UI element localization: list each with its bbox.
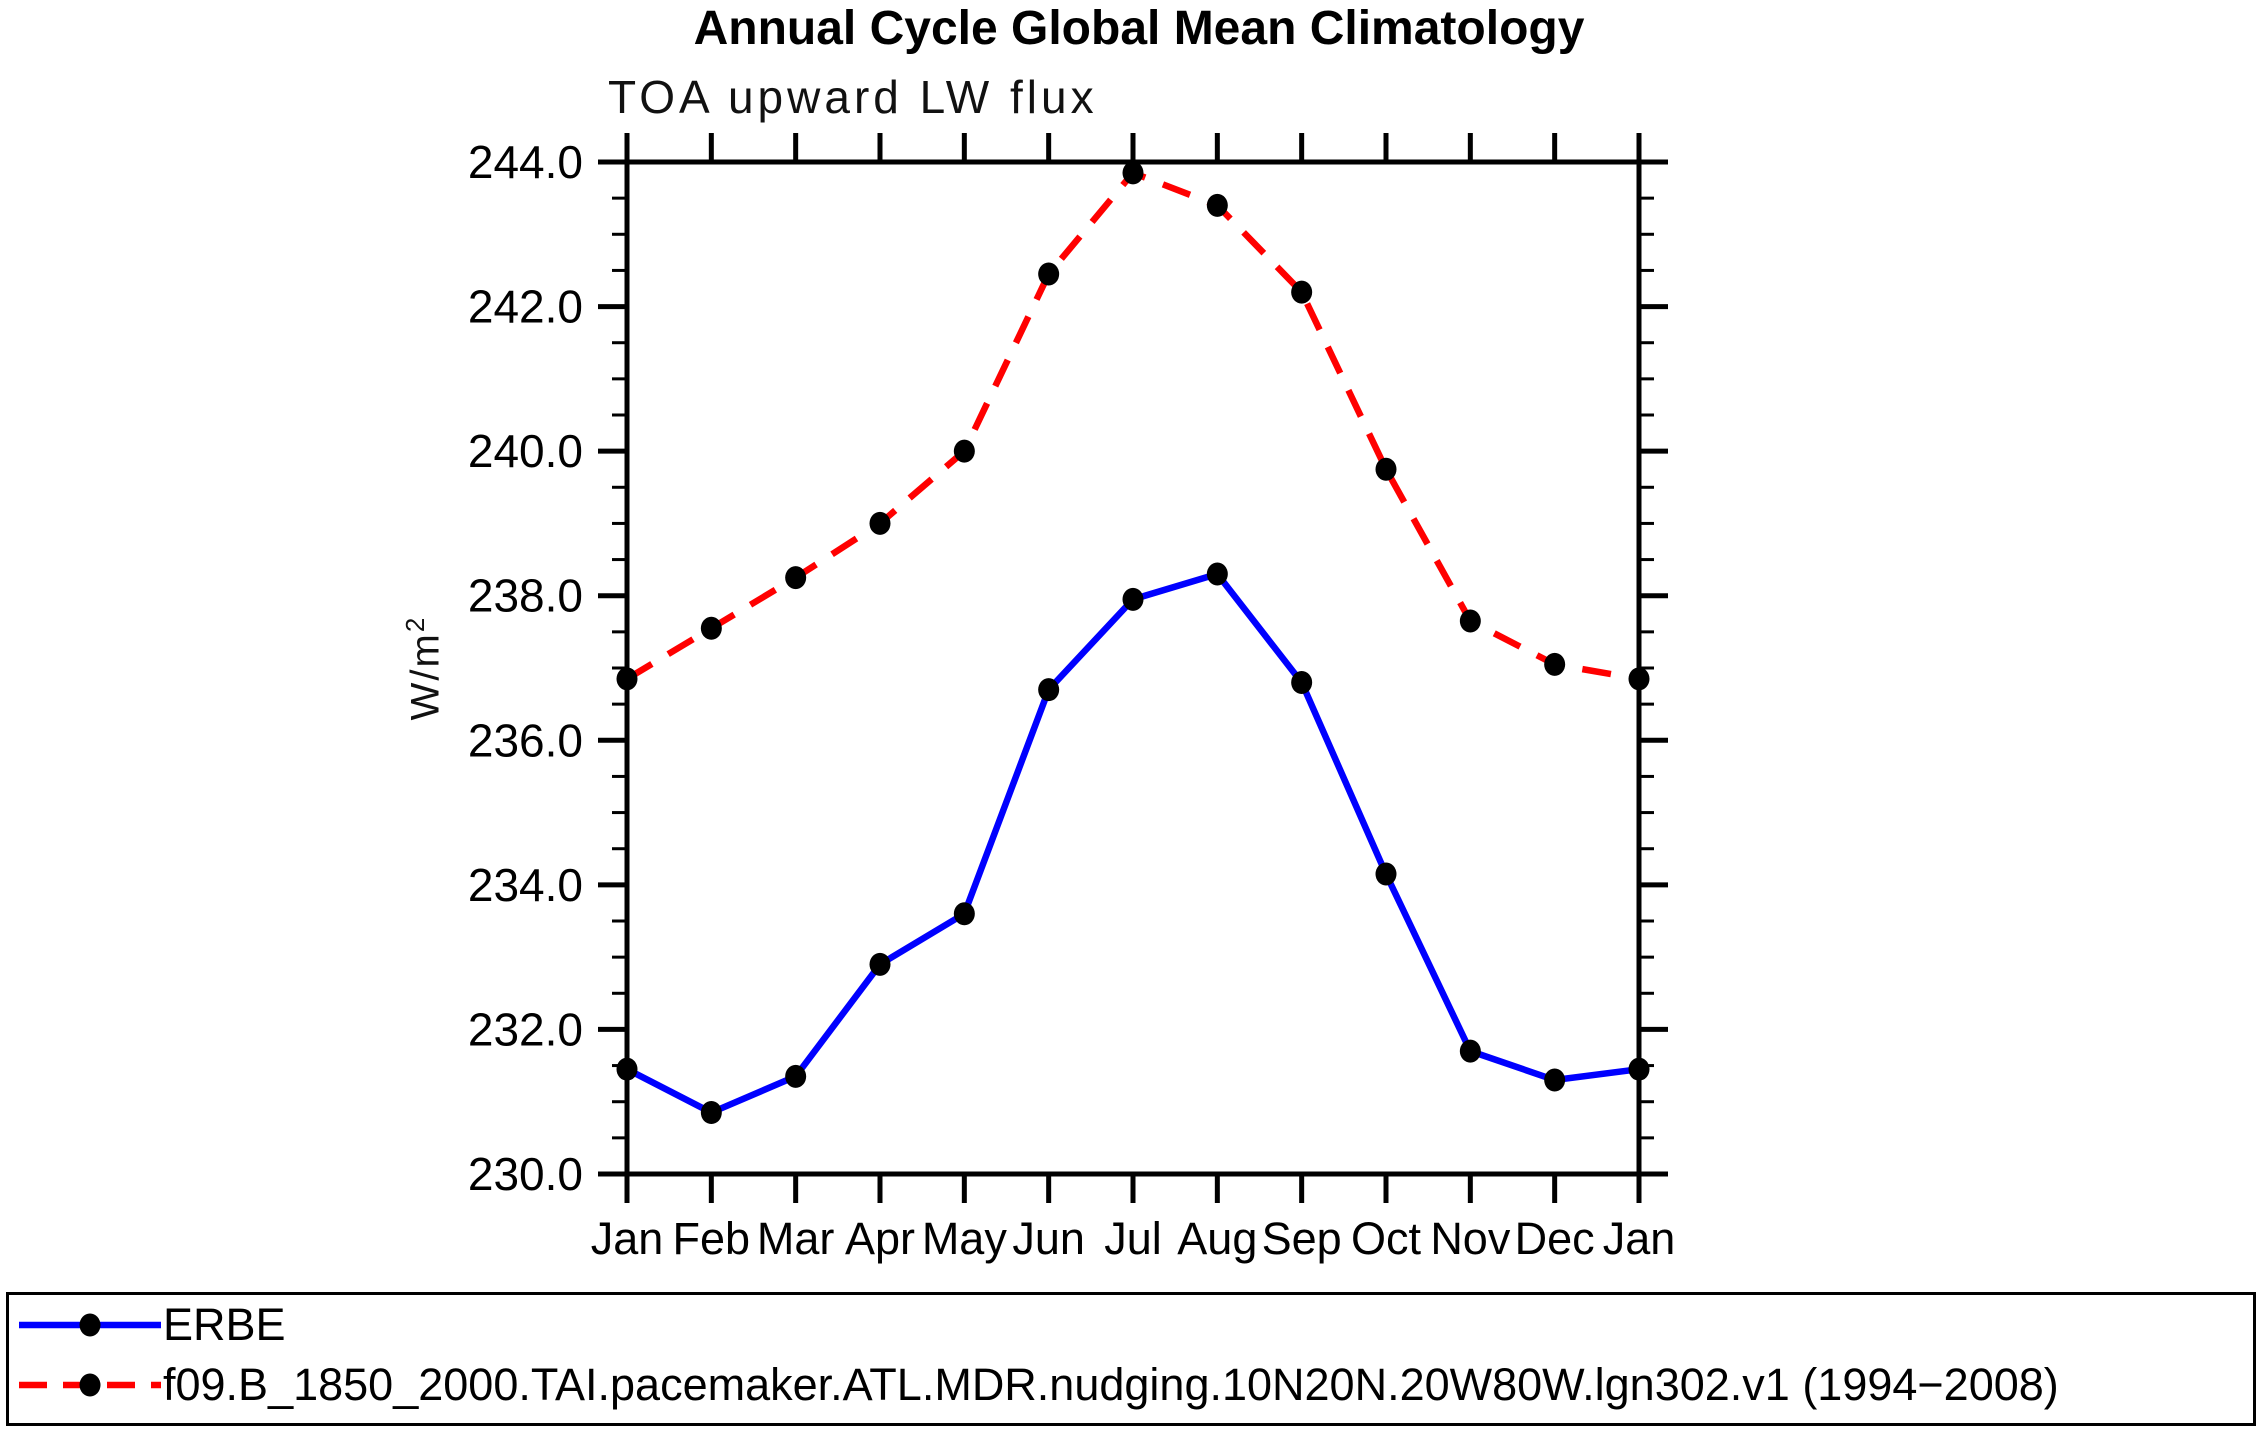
data-point-marker xyxy=(1375,862,1397,886)
x-tick-label: Mar xyxy=(757,1213,835,1264)
x-tick-label: Sep xyxy=(1262,1213,1342,1264)
y-tick-label: 232.0 xyxy=(468,1003,583,1055)
data-point-marker xyxy=(616,1057,638,1081)
data-point-marker xyxy=(1628,667,1650,691)
data-point-marker xyxy=(1206,193,1228,217)
y-tick-label: 244.0 xyxy=(468,136,583,188)
model-sample-marker-icon xyxy=(79,1373,101,1397)
legend-label-model: f09.B_1850_2000.TAI.pacemaker.ATL.MDR.nu… xyxy=(163,1359,2059,1410)
series-line xyxy=(625,570,1640,1116)
data-point-marker xyxy=(869,952,891,976)
data-point-marker xyxy=(1122,587,1144,611)
x-tick-label: Jan xyxy=(1603,1213,1676,1264)
x-tick-label: Aug xyxy=(1177,1213,1257,1264)
chart-title: Annual Cycle Global Mean Climatology xyxy=(693,2,1585,55)
data-point-marker xyxy=(953,902,975,926)
data-point-marker xyxy=(1038,678,1060,702)
erbe-sample-marker-icon xyxy=(79,1313,101,1337)
data-point-marker xyxy=(1038,262,1060,286)
data-point-marker xyxy=(700,1101,722,1125)
data-point-marker xyxy=(785,1064,807,1088)
data-point-marker xyxy=(869,511,891,535)
data-point-marker xyxy=(1459,1039,1481,1063)
x-tick-label: Feb xyxy=(673,1213,751,1264)
data-point-marker xyxy=(1459,609,1481,633)
data-point-marker xyxy=(616,667,638,691)
chart-subtitle: TOA upward LW flux xyxy=(608,71,1098,123)
legend-label-erbe: ERBE xyxy=(163,1299,286,1350)
y-tick-label: 230.0 xyxy=(468,1148,583,1200)
y-tick-label: 234.0 xyxy=(468,859,583,911)
y-tick-label: 242.0 xyxy=(468,281,583,333)
y-tick-label: 240.0 xyxy=(468,425,583,477)
x-tick-label: Jan xyxy=(591,1213,664,1264)
data-point-marker xyxy=(1291,280,1313,304)
model-line-sample-icon xyxy=(19,1373,161,1397)
y-tick-label: 236.0 xyxy=(468,714,583,766)
x-tick-label: Oct xyxy=(1351,1213,1422,1264)
x-tick-label: Jun xyxy=(1012,1213,1085,1264)
x-tick-label: May xyxy=(922,1213,1008,1264)
x-tick-label: Apr xyxy=(845,1213,915,1264)
data-point-marker xyxy=(785,566,807,590)
data-point-marker xyxy=(1206,562,1228,586)
x-tick-label: Jul xyxy=(1104,1213,1162,1264)
erbe-line-sample-icon xyxy=(19,1313,161,1337)
y-tick-label: 238.0 xyxy=(468,570,583,622)
data-point-marker xyxy=(953,439,975,463)
data-point-marker xyxy=(1122,161,1144,185)
data-point-marker xyxy=(700,616,722,640)
legend-box: ERBE f09.B_1850_2000.TAI.pacemaker.ATL.M… xyxy=(6,1292,2256,1426)
x-tick-label: Dec xyxy=(1515,1213,1595,1264)
plot-frame xyxy=(624,159,1642,1177)
data-point-marker xyxy=(1375,457,1397,481)
data-point-marker xyxy=(1544,1068,1566,1092)
x-tick-label: Nov xyxy=(1430,1213,1511,1264)
data-point-marker xyxy=(1291,670,1313,694)
data-point-marker xyxy=(1544,652,1566,676)
data-point-marker xyxy=(1628,1057,1650,1081)
